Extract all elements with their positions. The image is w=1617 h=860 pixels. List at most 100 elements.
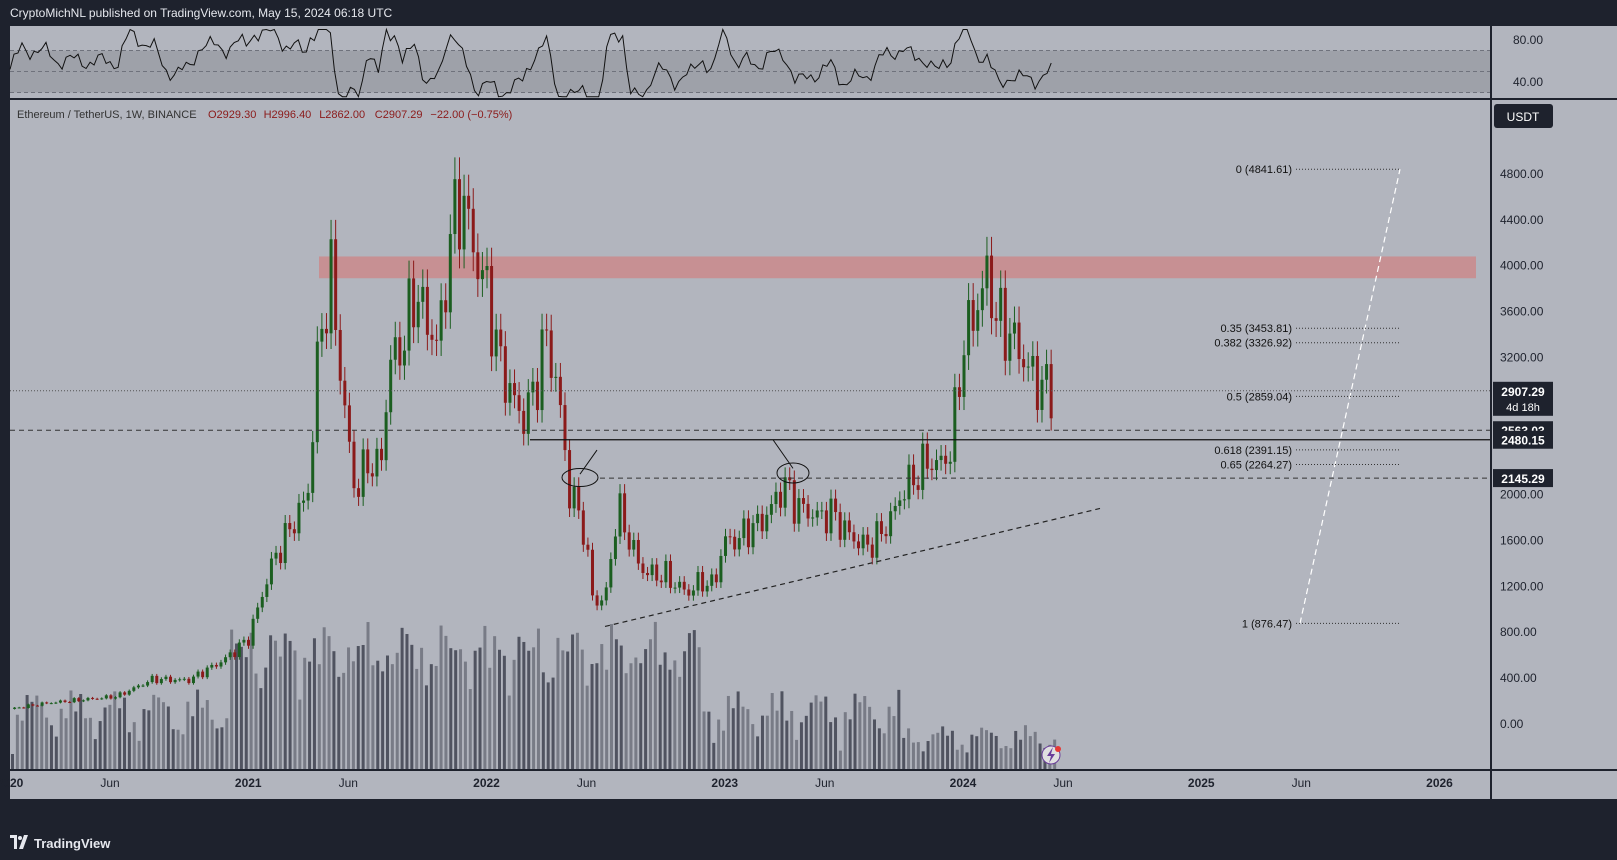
- volume-bar: [970, 734, 974, 769]
- volume-bar: [722, 730, 726, 769]
- candle-body: [921, 443, 925, 490]
- volume-bar: [804, 715, 808, 769]
- volume-bar: [536, 628, 540, 769]
- candle-body: [806, 503, 810, 519]
- volume-bar: [887, 706, 891, 769]
- candle-body: [100, 698, 104, 700]
- candle-body: [930, 468, 934, 471]
- candle-body: [214, 664, 218, 667]
- volume-bar: [897, 689, 901, 769]
- volume-bar: [687, 633, 691, 769]
- support-trendline[interactable]: [604, 507, 1101, 628]
- candle-body: [292, 529, 296, 534]
- candle-body: [939, 455, 943, 461]
- volume-bar: [293, 650, 297, 769]
- candle-body: [535, 381, 539, 411]
- volume-bar: [566, 651, 570, 769]
- candle-body: [146, 682, 150, 686]
- fib-level-label: 1 (876.47): [1242, 618, 1292, 630]
- candle-body: [81, 700, 85, 702]
- candle-body: [150, 675, 154, 683]
- volume-bar: [410, 644, 414, 769]
- volume-bar: [1033, 731, 1037, 769]
- main-pane[interactable]: [10, 100, 1490, 769]
- annotation-ellipse[interactable]: [561, 468, 599, 488]
- candle-body: [191, 676, 195, 684]
- price-axis-label[interactable]: [1493, 430, 1553, 449]
- candle-body: [444, 300, 448, 313]
- candle-body: [737, 538, 741, 550]
- time-axis[interactable]: [10, 771, 1490, 799]
- symbol-legend: Ethereum / TetherUS, 1W, BINANCE: [17, 109, 197, 121]
- candle-body: [164, 676, 168, 680]
- volume-bar: [989, 732, 993, 769]
- volume-bar: [298, 699, 302, 769]
- x-tick-label: 2023: [711, 776, 738, 790]
- publish-header: CryptoMichNL published on TradingView.co…: [0, 0, 1617, 26]
- currency-button[interactable]: [1494, 104, 1553, 128]
- candle-body: [879, 521, 883, 534]
- volume-bar: [829, 722, 833, 769]
- candle-body: [925, 443, 929, 469]
- annotation-ellipse[interactable]: [776, 462, 810, 484]
- volume-bar: [605, 669, 609, 769]
- candle-body: [636, 539, 640, 564]
- candle-body: [421, 286, 425, 302]
- volume-bar: [1004, 746, 1008, 769]
- volume-bar: [834, 717, 838, 769]
- fib-level-label: 0.5 (2859.04): [1227, 391, 1292, 403]
- volume-bar: [11, 754, 14, 769]
- fib-level-label: 0.618 (2391.15): [1214, 445, 1292, 457]
- volume-bar: [809, 702, 813, 769]
- candle-body: [540, 329, 544, 411]
- candle-body: [490, 266, 494, 357]
- candle-body: [779, 491, 783, 508]
- volume-bar: [459, 649, 463, 769]
- volume-bar: [726, 695, 730, 769]
- volume-bar: [731, 708, 735, 769]
- volume-bar: [960, 744, 964, 769]
- price-axis-label[interactable]: [1493, 381, 1553, 416]
- candle-body: [595, 595, 599, 606]
- volume-bar: [405, 634, 409, 769]
- volume-bar: [498, 649, 501, 769]
- candle-body: [650, 564, 654, 576]
- price-chart[interactable]: 80.00 40.00 0 (4841.61) 0.35 (3453.81) 0.382…: [0, 26, 1617, 826]
- candle-body: [815, 510, 819, 518]
- tradingview-logo-icon[interactable]: [10, 835, 28, 849]
- candle-body: [967, 300, 971, 356]
- volume-bar: [926, 741, 930, 769]
- y-tick-label: 400.00: [1500, 671, 1537, 685]
- volume-bar: [157, 697, 161, 769]
- volume-bar: [381, 671, 385, 769]
- candle-body: [201, 671, 205, 678]
- volume-bar: [113, 691, 117, 769]
- volume-bar: [610, 624, 614, 769]
- candle-body: [269, 558, 273, 585]
- price-axis-label[interactable]: [1493, 469, 1553, 488]
- volume-bar: [892, 716, 896, 769]
- y-tick-label: 4000.00: [1500, 259, 1544, 273]
- volume-bar: [118, 708, 122, 769]
- tradingview-brand[interactable]: TradingView: [34, 836, 111, 851]
- candle-body: [875, 521, 879, 558]
- volume-bar: [863, 696, 867, 769]
- volume-bar: [420, 647, 424, 769]
- volume-bar: [673, 660, 677, 769]
- candle-body: [797, 498, 801, 524]
- candle-body: [870, 544, 874, 558]
- ohlc-high: H2996.40: [264, 109, 312, 121]
- candle-body: [187, 678, 191, 684]
- volume-bar: [288, 640, 292, 769]
- candle-body: [847, 520, 851, 533]
- candle-body: [765, 514, 769, 532]
- y-tick-label: 4400.00: [1500, 213, 1544, 227]
- candle-body: [824, 510, 828, 534]
- candle-body: [435, 339, 439, 341]
- lightning-bolt: [1047, 747, 1055, 763]
- candle-body: [54, 702, 58, 704]
- resistance-zone[interactable]: [319, 256, 1476, 279]
- volume-bar: [88, 717, 92, 769]
- volume-bar: [532, 647, 536, 769]
- volume-bar: [400, 627, 404, 769]
